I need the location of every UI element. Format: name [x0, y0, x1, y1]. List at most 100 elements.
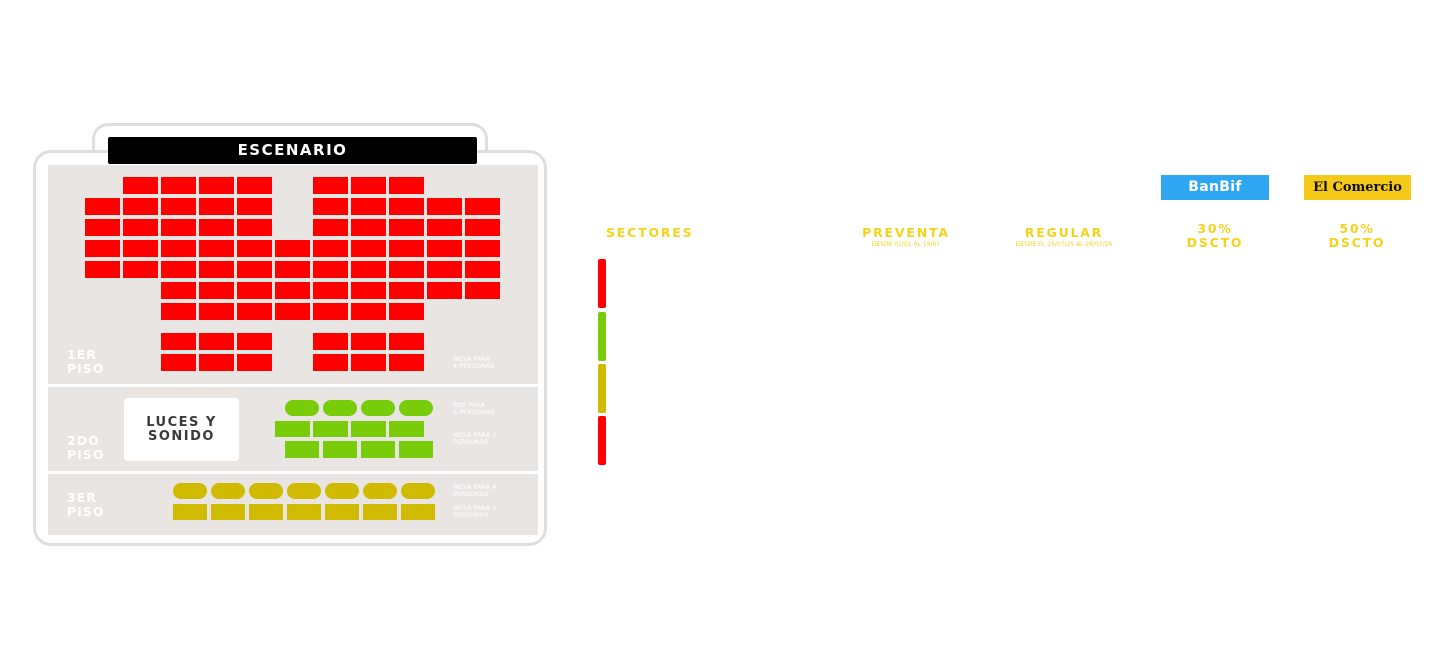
floor-2-table[interactable]: [399, 441, 433, 458]
floor-1-seat[interactable]: [199, 198, 234, 215]
floor-2-box[interactable]: [399, 400, 433, 416]
floor-3-table-2[interactable]: [363, 504, 397, 520]
floor-1-seat[interactable]: [313, 282, 348, 299]
floor-1-seat[interactable]: [199, 177, 234, 194]
floor-1-seat[interactable]: [313, 303, 348, 320]
floor-1-seat[interactable]: [427, 261, 462, 278]
floor-1-seat[interactable]: [237, 177, 272, 194]
floor-1-seat[interactable]: [161, 282, 196, 299]
floor-1-seat[interactable]: [85, 240, 120, 257]
floor-1-seat[interactable]: [199, 303, 234, 320]
floor-1-seat[interactable]: [237, 198, 272, 215]
floor-3-table-2[interactable]: [401, 504, 435, 520]
floor-1-seat[interactable]: [161, 261, 196, 278]
floor-1-seat[interactable]: [465, 219, 500, 236]
floor-1-seat[interactable]: [313, 240, 348, 257]
floor-1-seat[interactable]: [427, 219, 462, 236]
floor-2-table[interactable]: [285, 441, 319, 458]
floor-1-seat[interactable]: [275, 240, 310, 257]
floor-1-seat[interactable]: [389, 219, 424, 236]
floor-1-seat[interactable]: [465, 261, 500, 278]
floor-1-seat[interactable]: [275, 261, 310, 278]
floor-1-table[interactable]: [237, 354, 272, 371]
floor-2-table[interactable]: [351, 421, 386, 437]
floor-1-seat[interactable]: [351, 240, 386, 257]
floor-3-table-4[interactable]: [211, 483, 245, 499]
floor-1-seat[interactable]: [465, 240, 500, 257]
floor-1-table[interactable]: [199, 333, 234, 350]
floor-1-table[interactable]: [161, 333, 196, 350]
floor-1-table[interactable]: [313, 354, 348, 371]
floor-3-table-4[interactable]: [401, 483, 435, 499]
floor-1-seat[interactable]: [123, 219, 158, 236]
floor-1-table[interactable]: [351, 354, 386, 371]
floor-3-table-4[interactable]: [287, 483, 321, 499]
floor-1-seat[interactable]: [123, 177, 158, 194]
floor-1-seat[interactable]: [161, 303, 196, 320]
floor-1-table[interactable]: [389, 354, 424, 371]
floor-1-seat[interactable]: [161, 219, 196, 236]
floor-3-table-2[interactable]: [325, 504, 359, 520]
floor-2-table[interactable]: [313, 421, 348, 437]
floor-1-seat[interactable]: [161, 177, 196, 194]
floor-1-seat[interactable]: [161, 240, 196, 257]
floor-3-table-2[interactable]: [287, 504, 321, 520]
floor-1-seat[interactable]: [389, 282, 424, 299]
floor-1-seat[interactable]: [85, 261, 120, 278]
floor-1-seat[interactable]: [313, 177, 348, 194]
floor-1-seat[interactable]: [237, 219, 272, 236]
floor-1-seat[interactable]: [351, 303, 386, 320]
floor-1-seat[interactable]: [351, 177, 386, 194]
floor-2-table[interactable]: [361, 441, 395, 458]
floor-1-seat[interactable]: [199, 240, 234, 257]
floor-1-seat[interactable]: [427, 240, 462, 257]
floor-1-seat[interactable]: [123, 198, 158, 215]
floor-1-seat[interactable]: [389, 261, 424, 278]
floor-1-seat[interactable]: [85, 198, 120, 215]
floor-1-seat[interactable]: [389, 303, 424, 320]
floor-1-seat[interactable]: [199, 282, 234, 299]
floor-1-seat[interactable]: [389, 240, 424, 257]
floor-3-table-2[interactable]: [173, 504, 207, 520]
floor-1-seat[interactable]: [313, 219, 348, 236]
floor-1-seat[interactable]: [237, 240, 272, 257]
floor-3-table-4[interactable]: [249, 483, 283, 499]
floor-3-table-2[interactable]: [211, 504, 245, 520]
floor-1-seat[interactable]: [313, 198, 348, 215]
floor-1-seat[interactable]: [351, 219, 386, 236]
floor-1-seat[interactable]: [465, 282, 500, 299]
floor-1-seat[interactable]: [123, 240, 158, 257]
floor-1-table[interactable]: [351, 333, 386, 350]
floor-1-table[interactable]: [389, 333, 424, 350]
floor-2-table[interactable]: [323, 441, 357, 458]
floor-1-seat[interactable]: [275, 282, 310, 299]
floor-1-seat[interactable]: [237, 261, 272, 278]
floor-1-table[interactable]: [237, 333, 272, 350]
floor-1-seat[interactable]: [351, 282, 386, 299]
floor-3-table-4[interactable]: [363, 483, 397, 499]
floor-1-table[interactable]: [199, 354, 234, 371]
floor-1-seat[interactable]: [237, 282, 272, 299]
floor-2-box[interactable]: [285, 400, 319, 416]
floor-2-box[interactable]: [323, 400, 357, 416]
floor-1-seat[interactable]: [427, 198, 462, 215]
floor-1-seat[interactable]: [427, 282, 462, 299]
floor-1-seat[interactable]: [123, 261, 158, 278]
floor-1-seat[interactable]: [85, 219, 120, 236]
floor-1-table[interactable]: [313, 333, 348, 350]
floor-3-table-4[interactable]: [325, 483, 359, 499]
floor-1-table[interactable]: [161, 354, 196, 371]
floor-3-table-2[interactable]: [249, 504, 283, 520]
floor-1-seat[interactable]: [351, 198, 386, 215]
floor-1-seat[interactable]: [161, 198, 196, 215]
floor-1-seat[interactable]: [351, 261, 386, 278]
floor-2-box[interactable]: [361, 400, 395, 416]
floor-2-table[interactable]: [275, 421, 310, 437]
floor-1-seat[interactable]: [313, 261, 348, 278]
floor-1-seat[interactable]: [275, 303, 310, 320]
floor-1-seat[interactable]: [237, 303, 272, 320]
floor-1-seat[interactable]: [389, 177, 424, 194]
floor-2-table[interactable]: [389, 421, 424, 437]
floor-1-seat[interactable]: [465, 198, 500, 215]
floor-3-table-4[interactable]: [173, 483, 207, 499]
